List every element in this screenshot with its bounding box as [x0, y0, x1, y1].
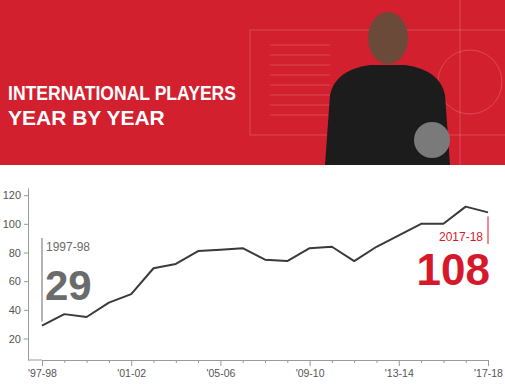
x-tick-mark: [131, 360, 132, 366]
y-tick-mark: [24, 224, 28, 225]
x-tick-mark: [310, 360, 311, 366]
x-tick: [377, 360, 378, 363]
x-tick-label: '05-06: [206, 367, 235, 379]
y-tick-label: 120: [3, 189, 21, 201]
court-line: [270, 55, 330, 56]
x-tick: [466, 360, 467, 363]
x-tick-label: '09-10: [296, 367, 325, 379]
annotation-value: 108: [417, 245, 490, 294]
y-tick-mark: [24, 339, 28, 340]
title-line: YEAR BY YEAR: [8, 106, 165, 129]
x-tick: '05-06: [206, 360, 235, 379]
x-tick-mark: [42, 360, 43, 366]
annotations: 1997-98 29 2017-18108: [42, 216, 490, 321]
y-tick-mark: [24, 253, 28, 254]
x-tick-mark: [176, 360, 177, 363]
y-tick: 80: [9, 247, 28, 259]
x-tick: [176, 360, 177, 363]
x-tick: [87, 360, 88, 363]
court-line: [270, 95, 330, 96]
x-tick: '13-14: [385, 360, 414, 379]
court-line: [270, 65, 330, 66]
x-tick: [421, 360, 422, 363]
x-tick: [332, 360, 333, 363]
banner: [0, 0, 505, 165]
x-tick: [154, 360, 155, 363]
x-tick-mark: [377, 360, 378, 363]
court-line: [460, 0, 461, 165]
title: INTERNATIONAL PLAYERSYEAR BY YEAR: [8, 81, 236, 129]
court-line: [270, 105, 330, 106]
y-tick: 100: [3, 218, 28, 230]
x-tick-mark: [488, 360, 489, 366]
x-tick-label: '97-98: [28, 367, 57, 379]
x-tick-mark: [220, 360, 221, 366]
x-axis: '97-98 '01-02 '05-06 '09-10 '13-14 '17-18: [28, 360, 503, 379]
annotation-leader: [488, 216, 489, 244]
y-tick-label: 60: [9, 275, 21, 287]
chart-svg: INTERNATIONAL PLAYERSYEAR BY YEAR 20 40 60 8…: [0, 0, 505, 391]
x-tick: '01-02: [117, 360, 146, 379]
ball: [414, 122, 450, 158]
x-tick-mark: [243, 360, 244, 363]
x-tick-mark: [64, 360, 65, 363]
x-tick-label: '13-14: [385, 367, 414, 379]
x-tick-mark: [198, 360, 199, 363]
x-tick: '17-18: [474, 360, 503, 379]
x-tick-mark: [332, 360, 333, 363]
x-tick-mark: [265, 360, 266, 363]
player-body: [325, 65, 450, 165]
y-axis: 20 40 60 80 100 120: [3, 189, 29, 361]
annotation-value: 29: [45, 262, 92, 309]
title-line: INTERNATIONAL PLAYERS: [8, 81, 236, 104]
annotation-label: 1997-98: [46, 240, 90, 254]
x-tick-mark: [109, 360, 110, 363]
y-tick-label: 20: [9, 333, 21, 345]
y-tick-label: 100: [3, 218, 21, 230]
x-tick: [287, 360, 288, 363]
court-line: [250, 30, 251, 135]
x-tick: [198, 360, 199, 363]
x-tick: [265, 360, 266, 363]
x-tick: '09-10: [296, 360, 325, 379]
chart-root: INTERNATIONAL PLAYERSYEAR BY YEAR 20 40 60 8…: [0, 0, 505, 391]
x-tick: [243, 360, 244, 363]
x-tick-mark: [354, 360, 355, 363]
x-tick-label: '01-02: [117, 367, 146, 379]
x-tick: [109, 360, 110, 363]
y-tick-mark: [24, 195, 28, 196]
y-tick-label: 40: [9, 304, 21, 316]
y-tick-mark: [24, 281, 28, 282]
x-tick-mark: [287, 360, 288, 363]
x-tick-mark: [466, 360, 467, 363]
player-silhouette: [325, 12, 450, 165]
player-head: [368, 12, 408, 64]
y-tick: 120: [3, 189, 28, 201]
x-axis-line-extension: [28, 360, 42, 361]
court-line: [270, 45, 330, 46]
x-tick-mark: [443, 360, 444, 363]
x-tick: '97-98: [28, 360, 57, 379]
banner-background: [0, 0, 505, 165]
x-tick-mark: [87, 360, 88, 363]
x-tick-label: '17-18: [474, 367, 503, 379]
court-line: [270, 75, 330, 76]
x-tick-mark: [154, 360, 155, 363]
annotation-label: 2017-18: [439, 230, 483, 244]
x-tick-mark: [421, 360, 422, 363]
x-tick: [64, 360, 65, 363]
y-axis-line: [28, 189, 29, 361]
x-tick-mark: [399, 360, 400, 366]
annotation-leader: [42, 238, 43, 322]
x-tick: [354, 360, 355, 363]
y-tick: 40: [9, 304, 28, 316]
court-line: [270, 85, 330, 86]
x-tick: [443, 360, 444, 363]
court-line: [270, 115, 330, 116]
y-tick-mark: [24, 310, 28, 311]
y-tick: 20: [9, 333, 28, 345]
court-circle: [438, 50, 502, 114]
y-tick: 60: [9, 275, 28, 287]
y-tick-label: 80: [9, 247, 21, 259]
